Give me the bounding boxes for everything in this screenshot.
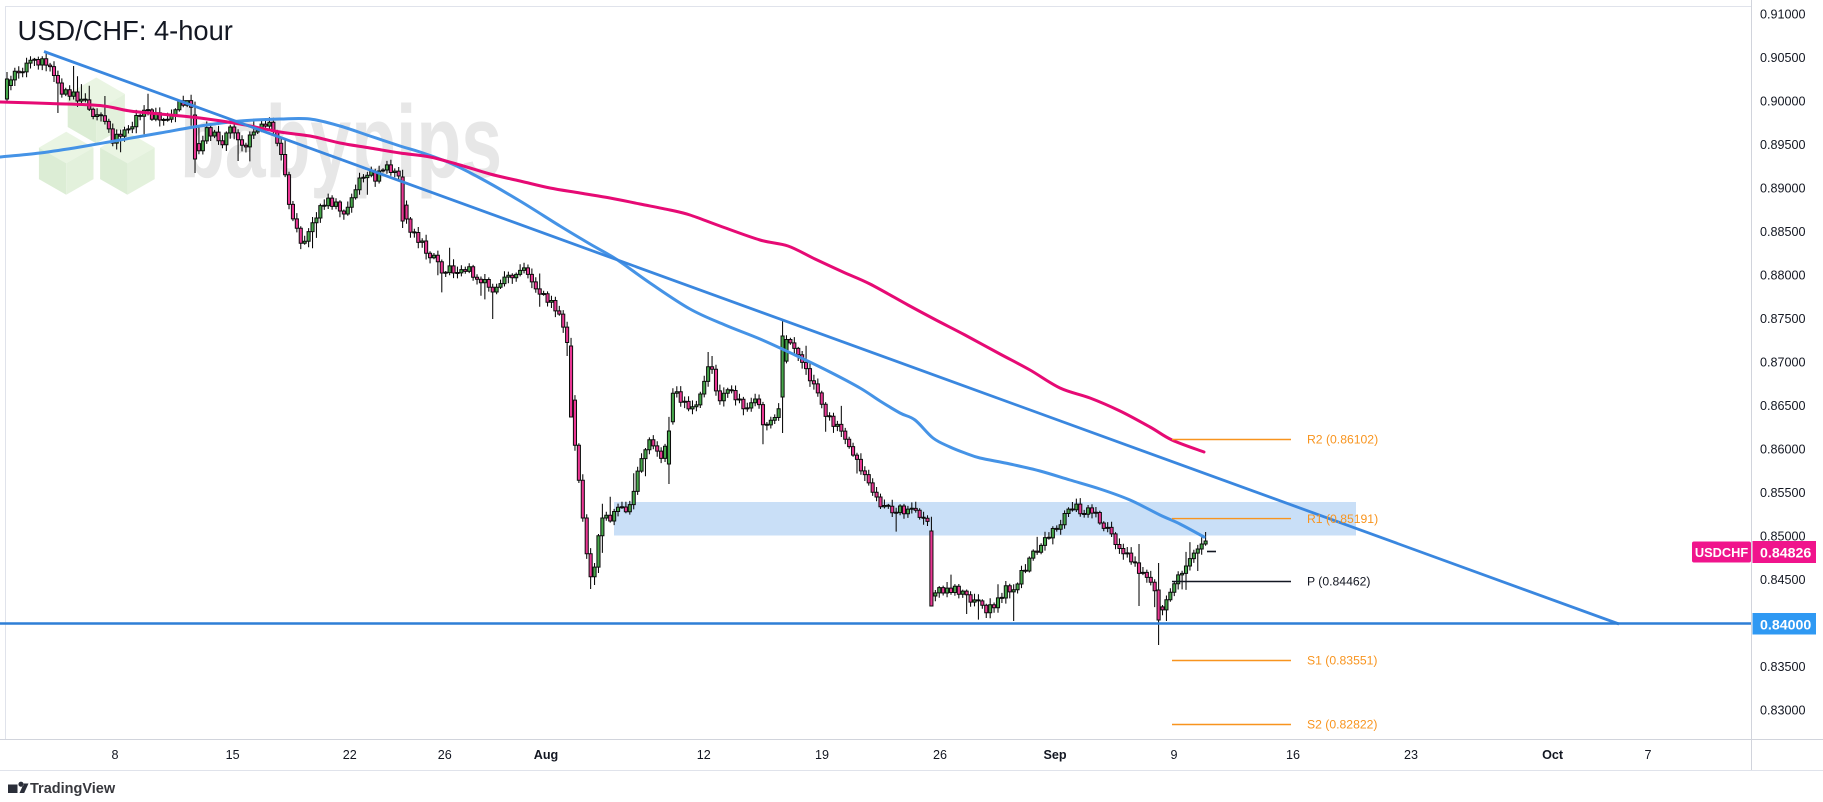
- svg-text:0.90000: 0.90000: [1760, 95, 1806, 109]
- svg-text:7: 7: [1644, 748, 1651, 762]
- svg-text:16: 16: [1286, 748, 1300, 762]
- svg-text:R2 (0.86102): R2 (0.86102): [1307, 433, 1378, 447]
- svg-text:S2 (0.82822): S2 (0.82822): [1307, 718, 1377, 732]
- svg-text:8: 8: [111, 748, 118, 762]
- svg-text:0.84826: 0.84826: [1760, 546, 1811, 562]
- svg-text:0.89000: 0.89000: [1760, 182, 1806, 196]
- svg-text:S1 (0.83551): S1 (0.83551): [1307, 654, 1377, 668]
- svg-text:0.86000: 0.86000: [1760, 443, 1806, 457]
- svg-text:0.86500: 0.86500: [1760, 399, 1806, 413]
- svg-text:0.83500: 0.83500: [1760, 660, 1806, 674]
- svg-text:R1 (0.85191): R1 (0.85191): [1307, 512, 1378, 526]
- svg-text:0.84000: 0.84000: [1760, 618, 1811, 634]
- svg-text:0.87500: 0.87500: [1760, 312, 1806, 326]
- svg-text:TradingView: TradingView: [30, 781, 116, 797]
- svg-text:Aug: Aug: [534, 748, 558, 762]
- svg-text:26: 26: [933, 748, 947, 762]
- svg-text:Sep: Sep: [1043, 748, 1066, 762]
- svg-text:Oct: Oct: [1542, 748, 1564, 762]
- svg-text:12: 12: [697, 748, 711, 762]
- svg-text:0.90500: 0.90500: [1760, 51, 1806, 65]
- svg-text:26: 26: [438, 748, 452, 762]
- svg-text:0.89500: 0.89500: [1760, 138, 1806, 152]
- svg-text:23: 23: [1404, 748, 1418, 762]
- svg-text:0.85500: 0.85500: [1760, 486, 1806, 500]
- svg-text:babypips: babypips: [180, 84, 502, 199]
- svg-text:0.91000: 0.91000: [1760, 8, 1806, 22]
- svg-text:USD/CHF: 4-hour: USD/CHF: 4-hour: [18, 15, 233, 46]
- svg-text:0.83000: 0.83000: [1760, 704, 1806, 718]
- svg-text:0.85000: 0.85000: [1760, 530, 1806, 544]
- svg-text:9: 9: [1170, 748, 1177, 762]
- svg-text:0.88500: 0.88500: [1760, 225, 1806, 239]
- svg-text:0.87000: 0.87000: [1760, 356, 1806, 370]
- svg-text:P (0.84462): P (0.84462): [1307, 575, 1370, 589]
- svg-text:19: 19: [815, 748, 829, 762]
- svg-text:0.84500: 0.84500: [1760, 573, 1806, 587]
- svg-text:15: 15: [226, 748, 240, 762]
- svg-text:USDCHF: USDCHF: [1695, 545, 1749, 560]
- svg-text:22: 22: [343, 748, 357, 762]
- svg-text:0.88000: 0.88000: [1760, 269, 1806, 283]
